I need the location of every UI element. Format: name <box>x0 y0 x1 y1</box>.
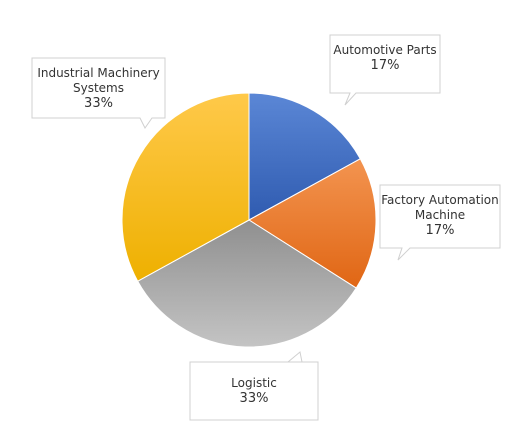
data-label: Factory Automation Machine 17% <box>380 193 500 238</box>
pie-slice <box>121 92 250 282</box>
callout-box <box>31 57 166 129</box>
data-label: Logistic 33% <box>190 376 318 406</box>
category-label: Industrial Machinery Systems <box>37 66 160 95</box>
pie-slice <box>248 158 377 289</box>
callout-box <box>189 351 319 421</box>
category-label: Automotive Parts <box>333 43 437 57</box>
value-label: 33% <box>84 96 113 111</box>
value-label: 17% <box>425 223 455 238</box>
value-label: 33% <box>239 391 269 406</box>
category-label: Logistic <box>231 376 277 390</box>
callout-box <box>329 34 441 106</box>
data-label: Automotive Parts 17% <box>330 43 440 73</box>
slices <box>121 92 377 348</box>
category-label: Factory Automation Machine <box>381 193 499 222</box>
pie-slice <box>248 92 361 221</box>
pie-slice <box>137 219 357 348</box>
callout-box <box>379 184 501 261</box>
data-label: Industrial Machinery Systems 33% <box>36 66 161 111</box>
value-label: 17% <box>370 58 400 73</box>
